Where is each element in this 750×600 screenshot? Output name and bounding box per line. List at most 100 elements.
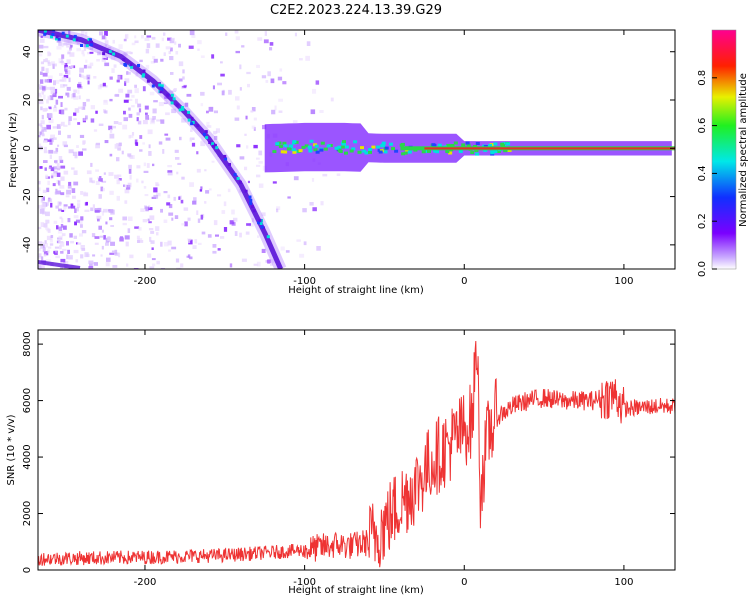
trace-speckle xyxy=(72,38,76,42)
carrier-speckle xyxy=(308,149,313,153)
trace-speckle xyxy=(160,84,164,88)
trace-speckle xyxy=(52,30,56,32)
trace-speckle xyxy=(65,34,69,38)
trace-speckle xyxy=(180,106,184,109)
carrier-speckle xyxy=(389,142,393,146)
carrier-speckle xyxy=(500,144,505,147)
carrier-speckle xyxy=(381,141,386,145)
trace-speckle xyxy=(146,79,150,83)
trace-speckle xyxy=(191,121,195,124)
carrier-speckle xyxy=(320,141,325,145)
carrier-speckle xyxy=(280,150,285,154)
carrier-speckle xyxy=(465,141,470,145)
spectrogram-x-label: Height of straight line (km) xyxy=(288,285,424,296)
carrier-speckle xyxy=(447,144,452,148)
carrier-speckle xyxy=(483,148,488,152)
carrier-speckle xyxy=(380,144,385,148)
trace-speckle xyxy=(170,93,174,97)
carrier-speckle xyxy=(315,150,320,154)
trace-speckle xyxy=(248,195,252,199)
trace-speckle xyxy=(244,189,248,193)
trace-speckle xyxy=(203,132,206,136)
y-tick-label: 40 xyxy=(22,45,33,58)
colorbar-tick-label: 0.8 xyxy=(697,70,708,86)
trace-speckle xyxy=(159,90,163,94)
trace-speckle xyxy=(175,103,179,107)
carrier-speckle xyxy=(323,147,328,151)
spectrogram-y-ticks: -40 -20 0 20 40 xyxy=(22,45,675,253)
trace-speckle xyxy=(50,35,53,39)
colorbar-gradient xyxy=(712,30,736,269)
carrier-speckle xyxy=(353,140,358,144)
trace-speckle xyxy=(108,50,112,54)
carrier-speckle xyxy=(394,149,399,153)
spectrogram-features xyxy=(38,30,675,269)
colorbar: 0.0 0.2 0.4 0.6 0.8 Normalized spectral ampl… xyxy=(697,29,749,277)
carrier-speckle xyxy=(399,143,404,147)
carrier-speckle xyxy=(475,152,480,156)
carrier-speckle xyxy=(376,145,381,149)
carrier-speckle xyxy=(490,151,495,155)
trace-speckle xyxy=(73,34,77,38)
y-tick-label: -40 xyxy=(22,237,33,253)
trace-speckle xyxy=(211,144,215,148)
x-tick-label: -200 xyxy=(134,276,157,287)
spectrogram-texture xyxy=(38,30,341,269)
trace-speckle xyxy=(137,64,140,67)
carrier-speckle xyxy=(378,150,383,154)
y-tick-label: 0 xyxy=(22,567,33,573)
carrier-speckle xyxy=(493,150,498,154)
colorbar-tick-label: 0.4 xyxy=(697,165,708,181)
chart-title: C2E2.2023.224.13.39.G29 xyxy=(270,3,442,18)
lower-left-streak xyxy=(38,260,81,269)
carrier-speckle xyxy=(286,147,291,151)
descending-trace xyxy=(38,30,283,269)
y-tick-label: -20 xyxy=(22,188,33,204)
carrier-speckle xyxy=(403,151,408,155)
trace-speckle xyxy=(178,108,182,112)
carrier-speckle xyxy=(283,150,288,154)
trace-speckle xyxy=(233,173,237,177)
carrier-speckle xyxy=(291,148,296,152)
carrier-speckle xyxy=(493,142,498,146)
trace-speckle xyxy=(141,74,145,78)
y-tick-label: 8000 xyxy=(22,331,33,356)
trace-speckle xyxy=(190,122,194,126)
snr-y-label: SNR (10 * v/v) xyxy=(6,414,17,485)
x-tick-label: 100 xyxy=(614,577,633,588)
trace-speckle xyxy=(181,107,185,111)
snr-series-line xyxy=(38,340,675,568)
trace-speckle xyxy=(43,32,47,36)
carrier-speckle xyxy=(357,150,362,154)
carrier-speckle xyxy=(448,151,453,155)
carrier-speckle xyxy=(362,149,367,153)
trace-speckle xyxy=(250,205,254,209)
trace-speckle xyxy=(85,44,89,48)
trace-speckle xyxy=(249,201,253,205)
y-tick-label: 6000 xyxy=(22,388,33,413)
trace-speckle xyxy=(224,157,228,161)
trace-speckle xyxy=(249,198,253,202)
y-tick-label: 4000 xyxy=(22,444,33,469)
spectrogram-x-ticks: -200 -100 0 100 xyxy=(134,30,633,287)
trace-speckle xyxy=(187,110,191,114)
carrier-speckle xyxy=(507,148,512,152)
trace-speckle xyxy=(208,141,212,144)
x-tick-label: -100 xyxy=(293,276,316,287)
carrier-speckle xyxy=(424,149,429,153)
carrier-speckle xyxy=(275,142,280,146)
colorbar-frame xyxy=(711,29,737,270)
carrier-speckle xyxy=(503,149,508,153)
carrier-speckle xyxy=(360,146,364,150)
colorbar-tick-label: 0.6 xyxy=(697,118,708,134)
carrier-speckle xyxy=(344,151,348,155)
carrier-speckle xyxy=(421,150,426,154)
carrier-speckle xyxy=(401,152,406,156)
carrier-core xyxy=(424,147,675,150)
trace-speckle xyxy=(204,130,208,134)
trace-speckle xyxy=(258,218,262,222)
trace-speckle xyxy=(89,38,92,42)
carrier-speckle xyxy=(309,139,314,143)
trace-speckle xyxy=(129,63,133,67)
